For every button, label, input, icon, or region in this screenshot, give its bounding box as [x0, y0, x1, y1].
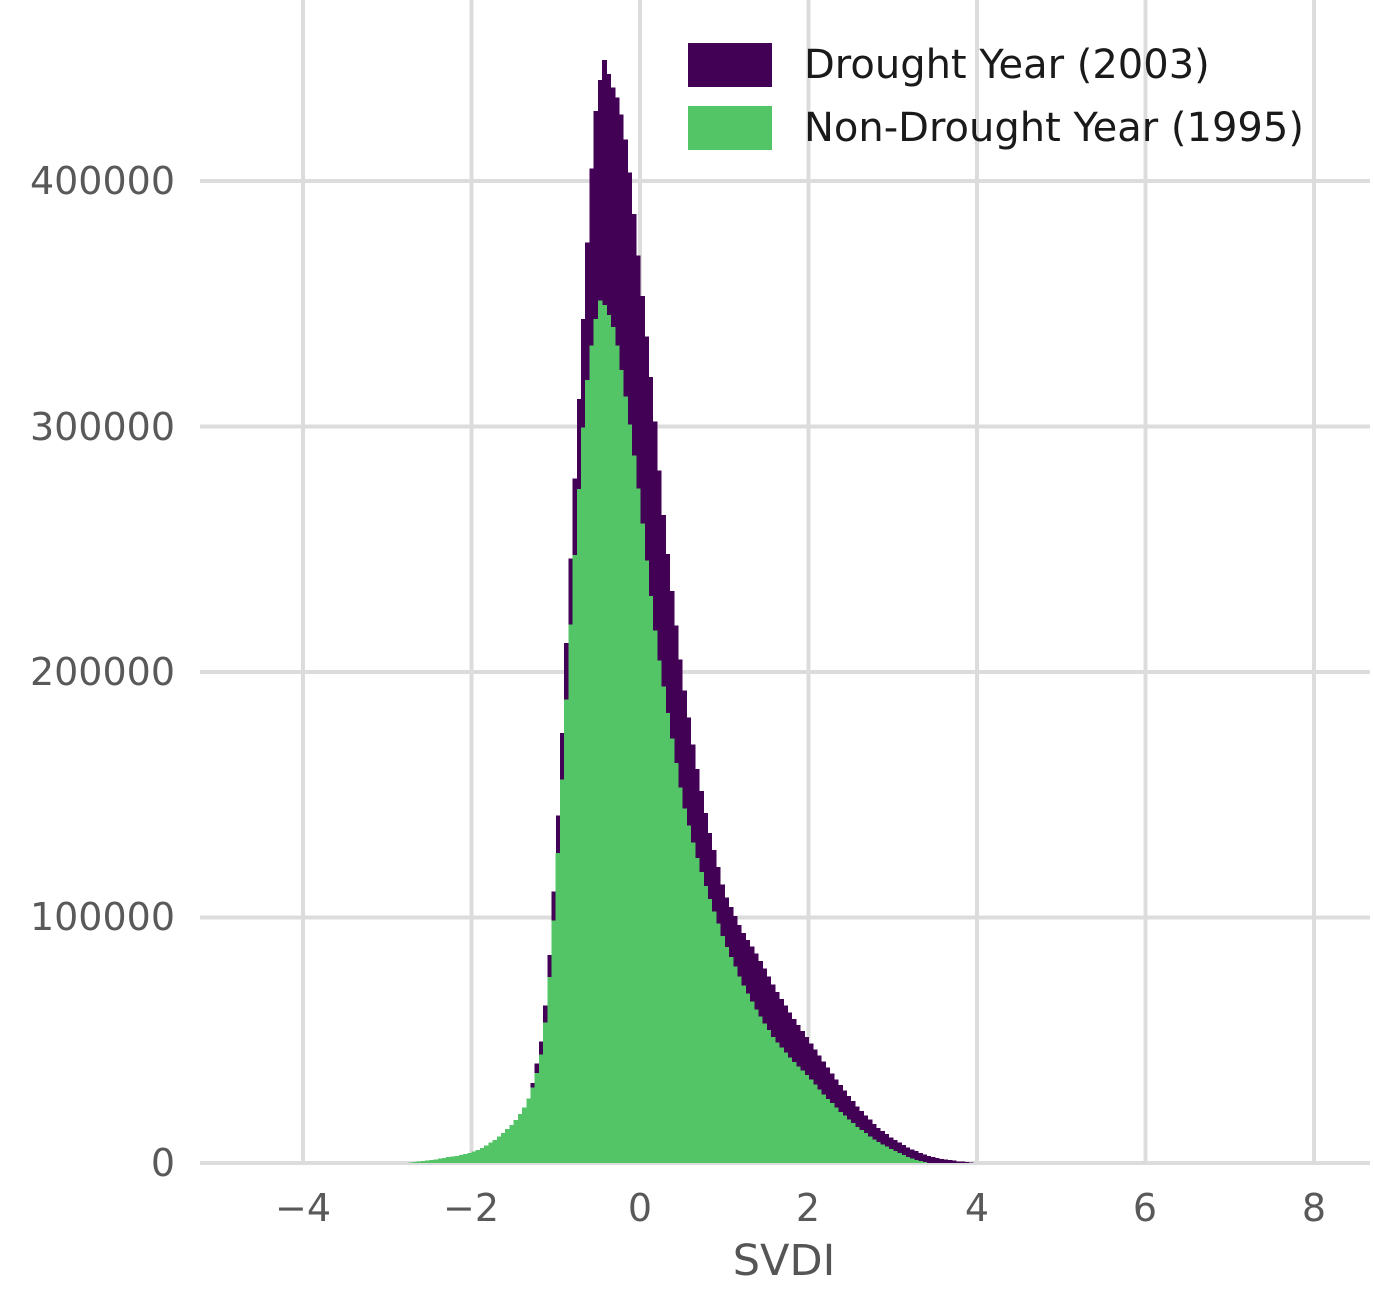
y-tick-label: 300000: [29, 405, 175, 449]
x-axis-label: SVDI: [732, 1236, 836, 1286]
gridlines: [200, 0, 1370, 1165]
x-tick-label: −2: [442, 1186, 500, 1230]
x-tick-label: 6: [1132, 1186, 1158, 1230]
x-tick-label: −4: [274, 1186, 332, 1230]
legend-entry-non-drought: Non-Drought Year (1995): [688, 105, 1304, 151]
legend: Drought Year (2003) Non-Drought Year (19…: [688, 42, 1304, 151]
legend-swatch-drought: [688, 43, 772, 87]
y-tick-label: 400000: [29, 159, 175, 203]
x-tick-label: 2: [795, 1186, 821, 1230]
x-tick-label: 8: [1301, 1186, 1327, 1230]
x-tick-label: 4: [964, 1186, 990, 1230]
histogram-bars: [408, 60, 974, 1164]
y-tick-label: 0: [150, 1141, 175, 1185]
series-2: [408, 300, 927, 1164]
legend-label-non-drought: Non-Drought Year (1995): [804, 105, 1304, 151]
legend-swatch-non-drought: [688, 106, 772, 150]
y-tick-label: 100000: [29, 895, 175, 939]
x-tick-label: 0: [627, 1186, 653, 1230]
y-tick-label: 200000: [29, 650, 175, 694]
legend-label-drought: Drought Year (2003): [804, 42, 1210, 88]
legend-entry-drought: Drought Year (2003): [688, 42, 1304, 88]
